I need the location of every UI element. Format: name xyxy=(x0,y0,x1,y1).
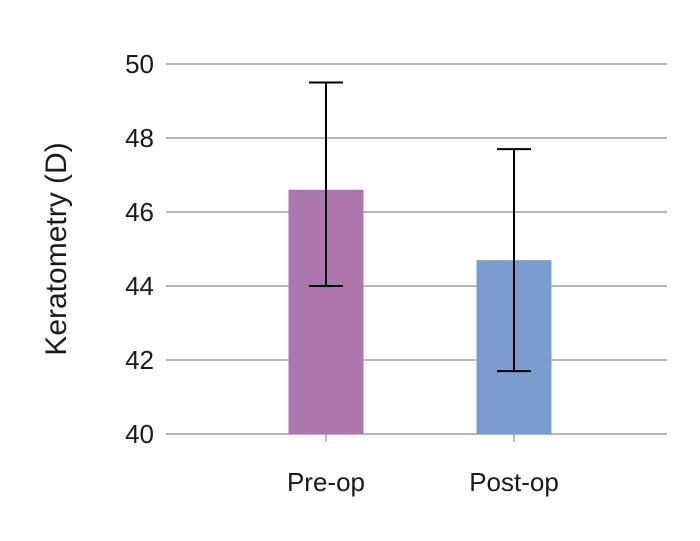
y-tick-label-50: 50 xyxy=(125,49,154,79)
y-tick-label-48: 48 xyxy=(125,123,154,153)
bars xyxy=(288,189,552,434)
error-bar-pre-op xyxy=(309,81,343,287)
y-axis-title: Keratometry (D) xyxy=(40,142,73,355)
error-bars xyxy=(309,81,531,373)
x-axis-ticks: Pre-op Post-op xyxy=(287,434,559,497)
x-tick-label-pre-op: Pre-op xyxy=(287,467,365,497)
y-tick-label-42: 42 xyxy=(125,345,154,375)
error-bar-post-op xyxy=(497,148,531,373)
y-tick-label-46: 46 xyxy=(125,197,154,227)
y-axis-ticks: 40 42 44 46 48 50 xyxy=(125,49,154,449)
y-tick-label-40: 40 xyxy=(125,419,154,449)
x-tick-label-post-op: Post-op xyxy=(469,467,559,497)
y-tick-label-44: 44 xyxy=(125,271,154,301)
gridlines xyxy=(166,63,667,435)
